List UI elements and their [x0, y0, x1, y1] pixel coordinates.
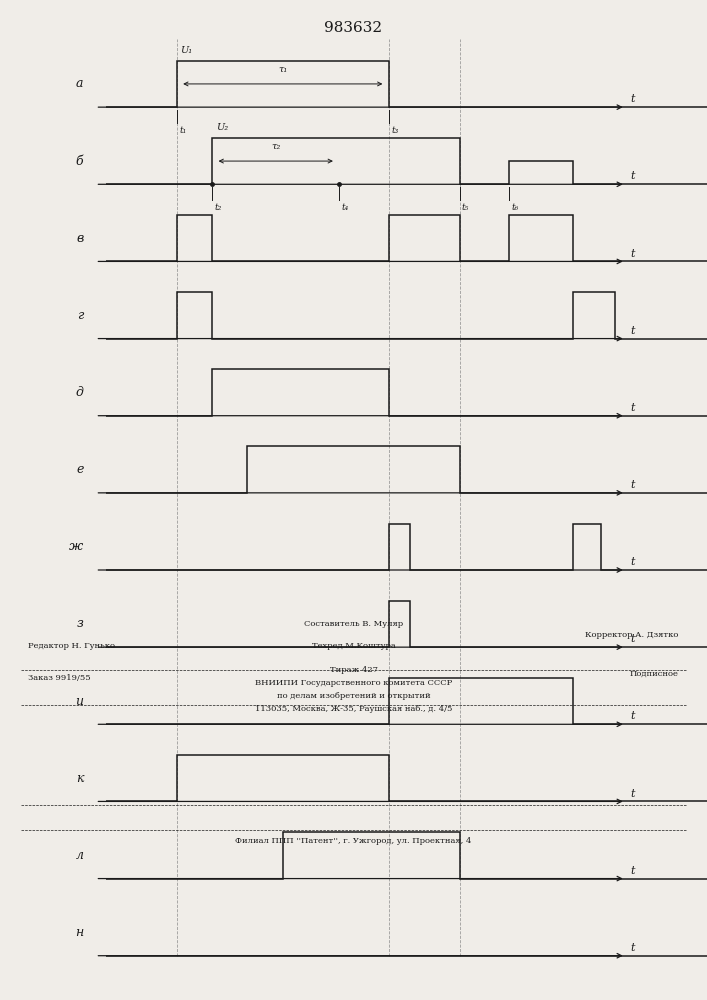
Text: д: д [76, 386, 83, 399]
Text: н: н [75, 926, 83, 939]
Text: Составитель В. Муляр: Составитель В. Муляр [304, 620, 403, 628]
Text: t: t [631, 480, 635, 490]
Text: t: t [631, 403, 635, 413]
Text: t₅: t₅ [462, 203, 469, 212]
Text: Техред М.Коштура: Техред М.Коштура [312, 642, 395, 650]
Text: Заказ 9919/55: Заказ 9919/55 [28, 674, 91, 682]
Text: t₆: t₆ [511, 203, 518, 212]
Text: t: t [631, 326, 635, 336]
Text: з: з [76, 617, 83, 630]
Text: Филиал ППП ''Патент'', г. Ужгород, ул. Проектная, 4: Филиал ППП ''Патент'', г. Ужгород, ул. П… [235, 837, 472, 845]
Text: г: г [77, 309, 83, 322]
Text: t₃: t₃ [392, 126, 399, 135]
Text: t: t [631, 866, 635, 876]
Text: ВНИИПИ Государственного комитета СССР: ВНИИПИ Государственного комитета СССР [255, 679, 452, 687]
Text: t: t [631, 171, 635, 181]
Text: ж: ж [69, 540, 83, 553]
Text: U₂: U₂ [216, 123, 228, 132]
Text: t₄: t₄ [341, 203, 349, 212]
Text: б: б [76, 155, 83, 168]
Text: t: t [631, 711, 635, 721]
Text: а: а [76, 77, 83, 90]
Text: по делам изобретений и открытий: по делам изобретений и открытий [276, 692, 431, 700]
Text: в: в [76, 232, 83, 245]
Text: t: t [631, 94, 635, 104]
Text: к: к [76, 772, 83, 785]
Text: t: t [631, 249, 635, 259]
Text: τ₁: τ₁ [278, 65, 288, 74]
Text: τ₂: τ₂ [271, 142, 281, 151]
Text: л: л [76, 849, 83, 862]
Text: Подписное: Подписное [630, 670, 679, 678]
Text: е: е [76, 463, 83, 476]
Text: t: t [631, 557, 635, 567]
Text: Корректор А. Дзятко: Корректор А. Дзятко [585, 631, 679, 639]
Text: и: и [76, 695, 83, 708]
Text: 983632: 983632 [325, 21, 382, 35]
Text: 113035, Москва, Ж-35, Раушская наб., д. 4/5: 113035, Москва, Ж-35, Раушская наб., д. … [255, 705, 452, 713]
Text: Тираж 427: Тираж 427 [329, 666, 378, 674]
Text: U₁: U₁ [180, 46, 192, 55]
Text: t: t [631, 634, 635, 644]
Text: t₁: t₁ [180, 126, 187, 135]
Text: t: t [631, 943, 635, 953]
Text: Редактор Н. Гунько: Редактор Н. Гунько [28, 642, 115, 650]
Text: t₂: t₂ [214, 203, 221, 212]
Text: t: t [631, 789, 635, 799]
